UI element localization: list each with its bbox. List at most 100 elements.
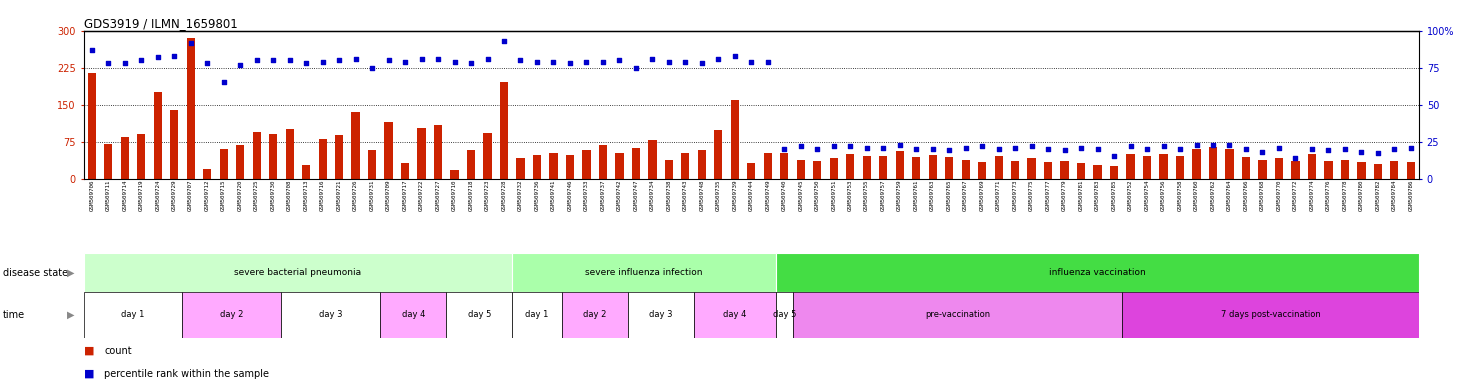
Point: [410, 56, 434, 62]
Text: day 1: day 1: [122, 310, 145, 319]
Bar: [846, 154, 855, 179]
Bar: [318, 139, 327, 179]
Bar: [1094, 165, 1101, 179]
Point: [855, 144, 878, 151]
Point: [740, 59, 764, 65]
Bar: [1242, 157, 1250, 179]
Point: [559, 60, 582, 66]
Bar: [281, 292, 380, 338]
Bar: [1226, 149, 1233, 179]
Point: [147, 54, 170, 60]
Bar: [368, 150, 377, 179]
Text: day 5: day 5: [468, 310, 491, 319]
Text: influenza vaccination: influenza vaccination: [1050, 268, 1146, 277]
Point: [1003, 144, 1026, 151]
Point: [1036, 146, 1060, 152]
Point: [1250, 149, 1274, 155]
Point: [657, 59, 680, 65]
Point: [509, 57, 532, 63]
Bar: [1209, 147, 1217, 179]
Point: [1201, 141, 1224, 147]
Bar: [648, 140, 657, 179]
Point: [327, 57, 350, 63]
Bar: [698, 150, 707, 179]
Bar: [336, 135, 343, 179]
Bar: [402, 163, 409, 179]
Point: [641, 56, 664, 62]
Bar: [170, 109, 179, 179]
Point: [311, 59, 334, 65]
Bar: [1275, 158, 1283, 179]
Point: [723, 53, 746, 59]
Point: [443, 59, 466, 65]
Bar: [104, 144, 113, 179]
Bar: [204, 169, 211, 179]
Text: time: time: [3, 310, 25, 320]
Bar: [138, 134, 145, 179]
Bar: [793, 292, 1123, 338]
Bar: [748, 163, 755, 179]
Bar: [120, 137, 129, 179]
Bar: [302, 165, 311, 179]
Bar: [627, 292, 693, 338]
Point: [542, 59, 566, 65]
Bar: [446, 292, 512, 338]
Bar: [1324, 161, 1333, 179]
Point: [822, 143, 846, 149]
Bar: [532, 155, 541, 179]
Bar: [484, 133, 491, 179]
Text: ■: ■: [84, 369, 94, 379]
Bar: [693, 292, 776, 338]
Point: [195, 60, 218, 66]
Bar: [1044, 162, 1053, 179]
Text: severe influenza infection: severe influenza infection: [585, 268, 702, 277]
Point: [1119, 143, 1142, 149]
Point: [954, 144, 978, 151]
Bar: [764, 153, 773, 179]
Point: [1086, 146, 1110, 152]
Bar: [862, 156, 871, 179]
Point: [937, 147, 960, 154]
Bar: [1123, 292, 1419, 338]
Bar: [682, 153, 689, 179]
Bar: [1160, 154, 1167, 179]
Bar: [380, 292, 446, 338]
Point: [525, 59, 548, 65]
Bar: [616, 153, 623, 179]
Point: [1185, 141, 1208, 147]
Point: [921, 146, 944, 152]
Bar: [1390, 161, 1399, 179]
Point: [1284, 155, 1308, 161]
Bar: [566, 155, 575, 179]
Bar: [434, 125, 443, 179]
Bar: [418, 128, 425, 179]
Text: ■: ■: [84, 346, 94, 356]
Point: [1234, 146, 1258, 152]
Text: day 2: day 2: [583, 310, 607, 319]
Point: [871, 144, 894, 151]
Bar: [946, 157, 953, 179]
Bar: [632, 148, 641, 179]
Point: [393, 59, 416, 65]
Point: [261, 57, 284, 63]
Point: [493, 38, 516, 44]
Point: [361, 65, 384, 71]
Bar: [466, 150, 475, 179]
Bar: [252, 132, 261, 179]
Text: day 4: day 4: [723, 310, 746, 319]
Point: [773, 146, 796, 152]
Text: count: count: [104, 346, 132, 356]
Bar: [516, 158, 525, 179]
Text: day 2: day 2: [220, 310, 243, 319]
Bar: [1358, 162, 1365, 179]
Point: [756, 59, 780, 65]
Text: ▶: ▶: [67, 268, 75, 278]
Bar: [84, 253, 512, 292]
Bar: [714, 130, 723, 179]
Bar: [1176, 156, 1185, 179]
Bar: [352, 112, 359, 179]
Point: [1102, 153, 1126, 159]
Text: day 1: day 1: [525, 310, 548, 319]
Bar: [780, 153, 789, 179]
Bar: [550, 153, 557, 179]
